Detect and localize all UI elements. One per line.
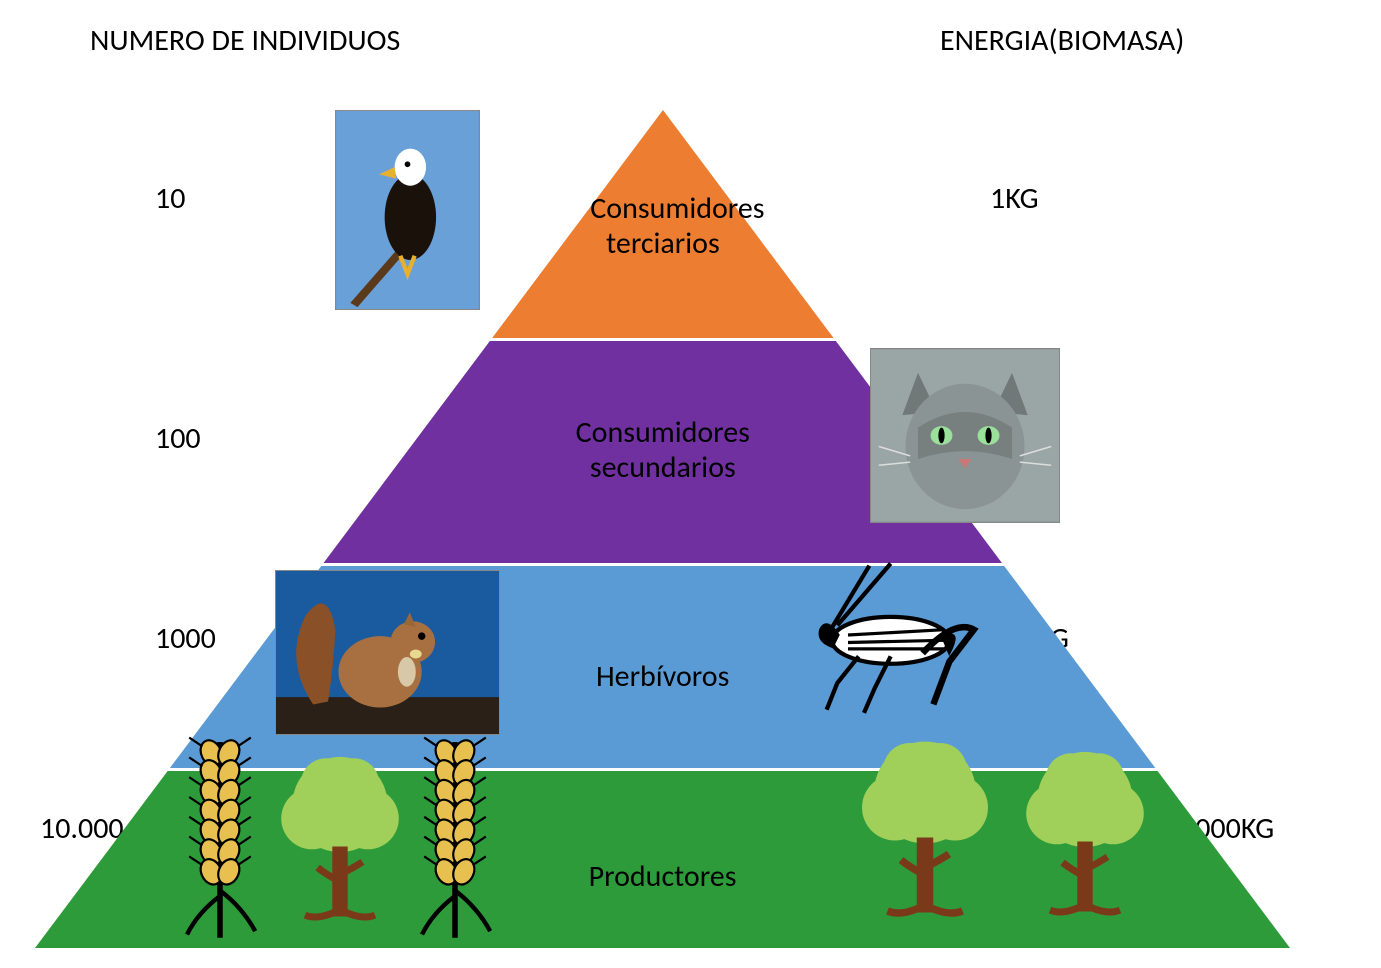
level-label-producers: Productores [90, 860, 1236, 895]
wheat-icon-2 [395, 720, 515, 940]
level-label-secondary: Consumidoressecundarios [422, 416, 903, 485]
squirrel-photo [275, 570, 500, 735]
level-label-herbivores: Herbívoros [240, 660, 1086, 695]
eagle-photo [335, 110, 480, 310]
level-label-tertiary: Consumidoresterciarios [590, 192, 735, 261]
tree-icon-1 [270, 740, 410, 925]
wheat-icon-1 [160, 720, 280, 940]
